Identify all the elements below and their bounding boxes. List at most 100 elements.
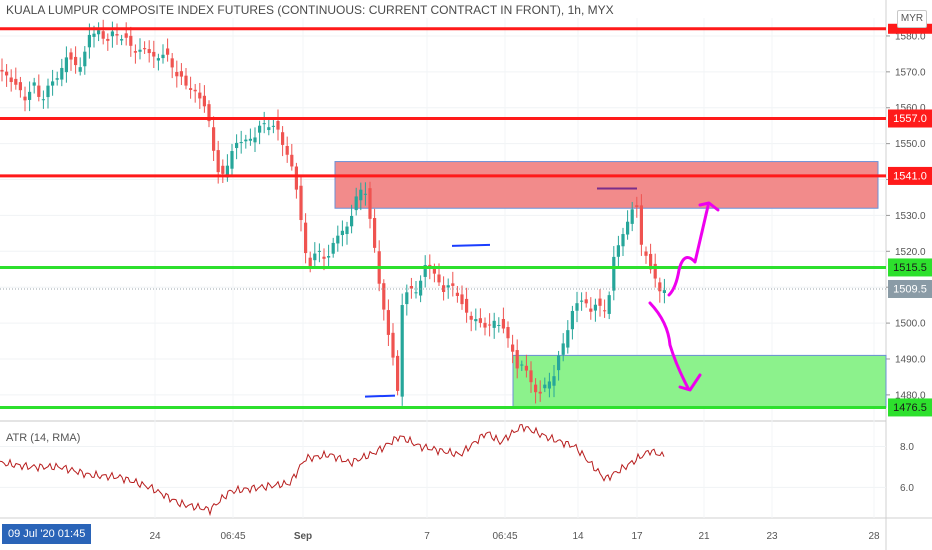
candle-body	[69, 52, 73, 60]
candle-body	[423, 265, 427, 277]
candle-body	[506, 327, 510, 339]
candle-body	[465, 298, 469, 313]
candle-body	[405, 292, 409, 305]
time-tick-label: 21	[698, 531, 710, 542]
candle-body	[147, 49, 151, 54]
candle-body	[524, 365, 528, 371]
candle-body	[253, 137, 257, 143]
candle-body	[478, 318, 482, 323]
candle-body	[534, 384, 538, 393]
candle-body	[281, 132, 285, 145]
candle-body	[442, 285, 446, 292]
candle-body	[0, 69, 4, 72]
candle-body	[78, 67, 82, 72]
price-level-label: 1557.0	[893, 113, 927, 125]
candle-body	[584, 299, 588, 304]
resistance-price-badge	[888, 23, 932, 34]
candle-body	[152, 51, 156, 57]
candle-body	[193, 89, 197, 92]
candle-body	[133, 51, 137, 53]
time-tick-label: 7	[424, 531, 430, 542]
candle-body	[662, 290, 666, 294]
candle-body	[101, 31, 105, 39]
candle-body	[230, 151, 234, 169]
candle-body	[92, 33, 96, 37]
candle-body	[419, 280, 423, 296]
candle-body	[60, 67, 64, 80]
candle-body	[212, 127, 216, 151]
candle-body	[156, 58, 160, 61]
price-tick-label: 1490.0	[895, 354, 926, 365]
candle-body	[414, 292, 418, 294]
candle-body	[32, 82, 36, 86]
candle-body	[64, 57, 68, 73]
resistance-price-badge	[888, 109, 932, 128]
candle-body	[644, 251, 648, 256]
candle-body	[653, 263, 657, 279]
atr-tick-label: 8.0	[900, 442, 914, 453]
candle-body	[41, 99, 45, 101]
candle-body	[336, 235, 340, 244]
candle-body	[409, 285, 413, 289]
support-price-badge	[888, 398, 932, 417]
candle-body	[455, 292, 459, 296]
candle-body	[198, 92, 202, 99]
candle-body	[18, 82, 22, 91]
candle-body	[106, 38, 110, 41]
candle-body	[492, 320, 496, 328]
candle-body	[575, 303, 579, 311]
candle-body	[175, 71, 179, 77]
candle-body	[350, 215, 354, 227]
candle-body	[74, 56, 78, 66]
candle-body	[304, 222, 308, 254]
candle-body	[97, 30, 101, 35]
time-tick-label: 17	[631, 531, 643, 542]
time-tick-label: 06:45	[220, 531, 245, 542]
candle-body	[520, 364, 524, 366]
candle-body	[626, 221, 630, 235]
atr-tick-label: 6.0	[900, 483, 914, 494]
candle-body	[285, 145, 289, 155]
candle-body	[216, 150, 220, 173]
candle-body	[359, 189, 363, 201]
candle-body	[639, 205, 643, 245]
candle-body	[469, 315, 473, 320]
candle-body	[5, 71, 9, 76]
price-tick-label: 1480.0	[895, 390, 926, 401]
candle-body	[161, 54, 165, 59]
candle-body	[317, 250, 321, 252]
candle-body	[635, 205, 639, 207]
candle-body	[488, 324, 492, 326]
candle-body	[276, 121, 280, 130]
candle-body	[37, 85, 41, 97]
time-tick-label: 06:45	[492, 531, 517, 542]
candle-body	[9, 77, 13, 83]
candle-body	[110, 31, 114, 37]
time-tick-label: 14	[572, 531, 584, 542]
candle-body	[529, 370, 533, 383]
candle-body	[603, 310, 607, 312]
atr-indicator-label[interactable]: ATR (14, RMA)	[6, 432, 81, 444]
candle-body	[598, 298, 602, 306]
currency-button[interactable]: MYR	[897, 10, 927, 28]
candle-body	[538, 391, 542, 394]
candle-body	[294, 166, 298, 190]
candle-body	[589, 308, 593, 312]
candle-body	[483, 322, 487, 328]
candle-body	[552, 376, 556, 386]
candle-body	[51, 81, 55, 86]
candle-body	[166, 48, 170, 55]
candle-body	[386, 310, 390, 335]
candle-body	[170, 58, 174, 68]
candle-body	[658, 282, 662, 292]
candle-body	[46, 85, 50, 98]
candle-body	[437, 274, 441, 283]
candle-body	[202, 95, 206, 107]
candle-body	[28, 91, 32, 100]
candle-body	[649, 253, 653, 270]
candle-body	[331, 242, 335, 254]
candle-body	[87, 34, 91, 48]
candle-body	[299, 185, 303, 221]
